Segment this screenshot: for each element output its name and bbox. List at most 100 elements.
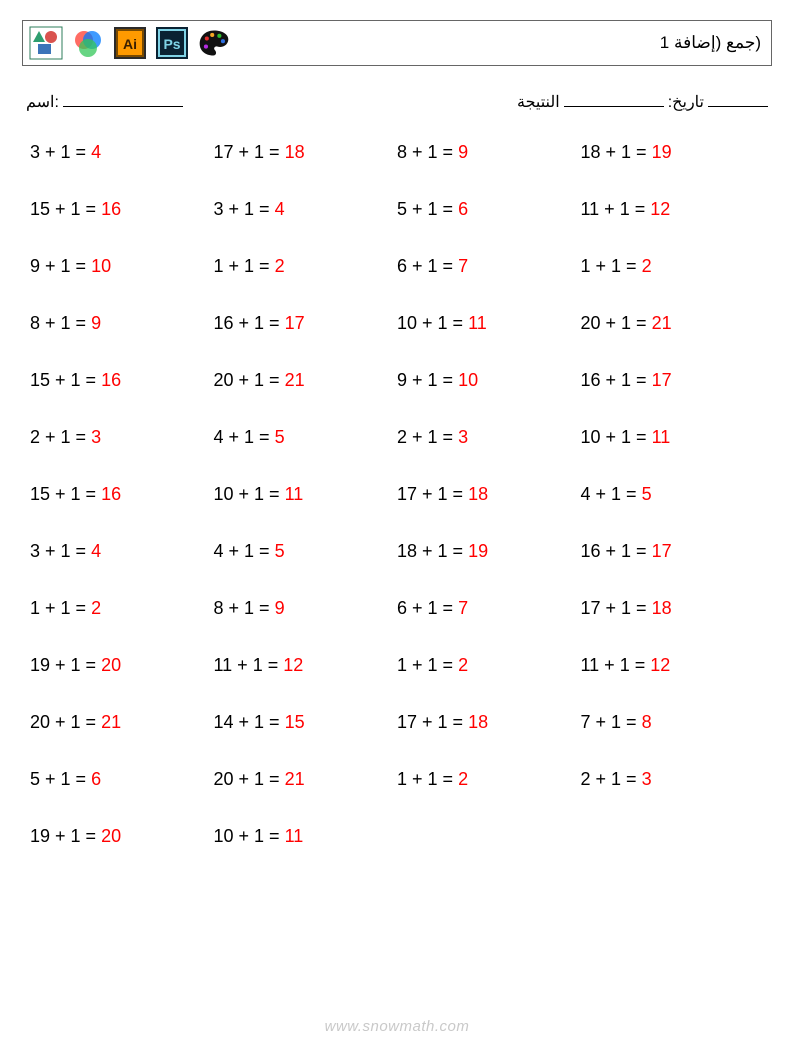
problem-expression: 4 + 1 = xyxy=(214,541,275,561)
name-field: اسم: xyxy=(26,92,183,112)
problem: 20 + 1 = 21 xyxy=(214,769,398,790)
problem-expression: 19 + 1 = xyxy=(30,826,101,846)
problem: 17 + 1 = 18 xyxy=(397,484,581,505)
problem-answer: 3 xyxy=(91,427,101,447)
problem-expression: 5 + 1 = xyxy=(30,769,91,789)
problem: 18 + 1 = 19 xyxy=(397,541,581,562)
problem-expression: 5 + 1 = xyxy=(397,199,458,219)
problem-expression: 10 + 1 = xyxy=(397,313,468,333)
problem: 1 + 1 = 2 xyxy=(581,256,765,277)
problem-answer: 11 xyxy=(285,484,304,504)
problem-expression: 17 + 1 = xyxy=(397,484,468,504)
score-blank[interactable] xyxy=(564,92,664,107)
problem: 8 + 1 = 9 xyxy=(30,313,214,334)
problem: 5 + 1 = 6 xyxy=(397,199,581,220)
problem: 5 + 1 = 6 xyxy=(30,769,214,790)
problem: 1 + 1 = 2 xyxy=(30,598,214,619)
problem-expression: 20 + 1 = xyxy=(214,370,285,390)
problem-expression: 3 + 1 = xyxy=(214,199,275,219)
problem: 15 + 1 = 16 xyxy=(30,199,214,220)
problem-answer: 12 xyxy=(650,655,670,675)
problems-grid: 3 + 1 = 4 17 + 1 = 18 8 + 1 = 9 18 + 1 = 19… xyxy=(22,142,772,847)
problem: 2 + 1 = 3 xyxy=(397,427,581,448)
problem-expression: 19 + 1 = xyxy=(30,655,101,675)
problem: 3 + 1 = 4 xyxy=(30,142,214,163)
problem: 11 + 1 = 12 xyxy=(214,655,398,676)
problem: 1 + 1 = 2 xyxy=(214,256,398,277)
name-label: اسم: xyxy=(26,92,59,112)
problem-expression: 3 + 1 = xyxy=(30,541,91,561)
problem-answer: 17 xyxy=(652,541,672,561)
problem-answer: 19 xyxy=(468,541,488,561)
problem: 4 + 1 = 5 xyxy=(214,541,398,562)
problem: 10 + 1 = 11 xyxy=(214,484,398,505)
shapes-icon xyxy=(29,26,63,60)
problem: 11 + 1 = 12 xyxy=(581,655,765,676)
problem-answer: 21 xyxy=(101,712,121,732)
date-blank[interactable] xyxy=(708,92,768,107)
problem: 17 + 1 = 18 xyxy=(581,598,765,619)
problem: 14 + 1 = 15 xyxy=(214,712,398,733)
problem: 19 + 1 = 20 xyxy=(30,826,214,847)
problem: 9 + 1 = 10 xyxy=(397,370,581,391)
header-icons: Ai Ps xyxy=(29,26,231,60)
problem-expression: 18 + 1 = xyxy=(581,142,652,162)
problem-expression: 15 + 1 = xyxy=(30,484,101,504)
problem-expression: 4 + 1 = xyxy=(581,484,642,504)
date-label: :تاريخ xyxy=(668,92,704,112)
problem: 15 + 1 = 16 xyxy=(30,484,214,505)
problem-answer: 2 xyxy=(458,655,468,675)
problem-expression: 2 + 1 = xyxy=(30,427,91,447)
problem-expression: 16 + 1 = xyxy=(214,313,285,333)
problem: 11 + 1 = 12 xyxy=(581,199,765,220)
problem: 9 + 1 = 10 xyxy=(30,256,214,277)
problem-answer: 10 xyxy=(458,370,478,390)
problem-expression: 2 + 1 = xyxy=(581,769,642,789)
problem-answer: 20 xyxy=(101,655,121,675)
problem-expression: 1 + 1 = xyxy=(214,256,275,276)
problem: 3 + 1 = 4 xyxy=(214,199,398,220)
problem-answer: 12 xyxy=(283,655,303,675)
problem-expression: 11 + 1 = xyxy=(581,655,651,675)
problem-expression: 11 + 1 = xyxy=(581,199,651,219)
problem-answer: 3 xyxy=(458,427,468,447)
problem-expression: 1 + 1 = xyxy=(30,598,91,618)
problem: 4 + 1 = 5 xyxy=(214,427,398,448)
problem-answer: 12 xyxy=(650,199,670,219)
problem-expression: 20 + 1 = xyxy=(581,313,652,333)
problem: 3 + 1 = 4 xyxy=(30,541,214,562)
problem: 10 + 1 = 11 xyxy=(581,427,765,448)
problem: 7 + 1 = 8 xyxy=(581,712,765,733)
problem-answer: 4 xyxy=(275,199,285,219)
problem: 4 + 1 = 5 xyxy=(581,484,765,505)
problem-answer: 9 xyxy=(91,313,101,333)
problem: 20 + 1 = 21 xyxy=(30,712,214,733)
problem-expression: 2 + 1 = xyxy=(397,427,458,447)
problem-answer: 4 xyxy=(91,541,101,561)
problem-expression: 8 + 1 = xyxy=(397,142,458,162)
problem-expression: 17 + 1 = xyxy=(214,142,285,162)
problem-answer: 16 xyxy=(101,370,121,390)
palette-icon xyxy=(197,26,231,60)
problem-answer: 4 xyxy=(91,142,101,162)
problem-answer: 6 xyxy=(91,769,101,789)
problem-expression: 3 + 1 = xyxy=(30,142,91,162)
problem-answer: 11 xyxy=(468,313,487,333)
problem-expression: 18 + 1 = xyxy=(397,541,468,561)
problem: 15 + 1 = 16 xyxy=(30,370,214,391)
problem-expression: 10 + 1 = xyxy=(581,427,652,447)
problem-expression: 15 + 1 = xyxy=(30,370,101,390)
problem-answer: 17 xyxy=(285,313,305,333)
problem-expression: 17 + 1 = xyxy=(581,598,652,618)
svg-text:Ai: Ai xyxy=(123,36,137,52)
problem: 20 + 1 = 21 xyxy=(581,313,765,334)
problem: 10 + 1 = 11 xyxy=(397,313,581,334)
problem-expression: 1 + 1 = xyxy=(581,256,642,276)
problem-answer: 15 xyxy=(285,712,305,732)
problem-answer: 16 xyxy=(101,484,121,504)
name-blank[interactable] xyxy=(63,92,183,107)
problem-answer: 2 xyxy=(91,598,101,618)
problem-expression: 16 + 1 = xyxy=(581,541,652,561)
problem: 2 + 1 = 3 xyxy=(581,769,765,790)
problem-expression: 16 + 1 = xyxy=(581,370,652,390)
